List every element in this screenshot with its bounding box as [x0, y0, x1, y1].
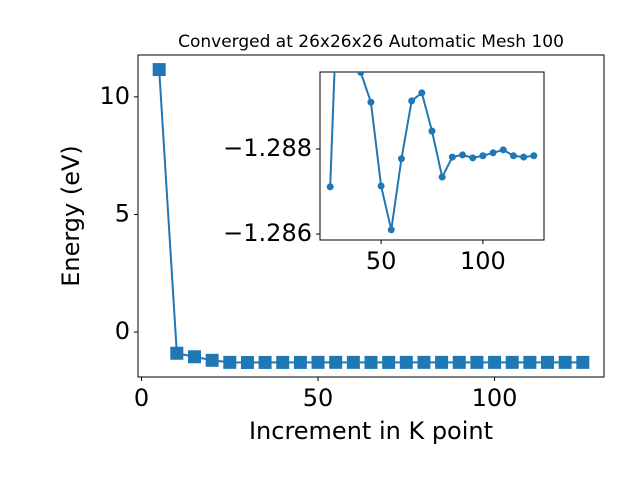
- marker: [523, 355, 537, 369]
- marker: [205, 353, 219, 367]
- marker: [428, 127, 436, 135]
- marker: [489, 149, 497, 157]
- plot-area: [319, 71, 545, 241]
- marker: [530, 152, 538, 160]
- marker: [399, 355, 413, 369]
- marker: [326, 183, 334, 191]
- marker: [448, 153, 456, 161]
- marker: [452, 355, 466, 369]
- marker: [505, 355, 519, 369]
- marker: [499, 146, 507, 154]
- marker: [364, 355, 378, 369]
- series: [152, 63, 590, 369]
- y-tick-label: 10: [99, 82, 130, 110]
- marker: [387, 226, 395, 234]
- marker: [509, 152, 517, 160]
- chart-title: Converged at 26x26x26 Automatic Mesh 100: [178, 32, 564, 52]
- y-axis-label: Energy (eV): [57, 145, 85, 287]
- x-tick-label: 50: [303, 384, 334, 412]
- marker: [576, 355, 590, 369]
- marker: [377, 182, 385, 190]
- marker: [293, 355, 307, 369]
- x-tick-label: 100: [460, 247, 506, 275]
- marker: [367, 98, 375, 106]
- marker: [479, 152, 487, 160]
- marker: [459, 151, 467, 159]
- marker: [311, 355, 325, 369]
- x-tick-label: 50: [366, 247, 397, 275]
- marker: [187, 350, 201, 364]
- marker: [520, 153, 528, 161]
- marker: [152, 63, 166, 77]
- y-tick-label: −1.286: [223, 219, 312, 247]
- marker: [382, 355, 396, 369]
- marker: [170, 346, 184, 360]
- y-tick-label: 0: [115, 317, 130, 345]
- series: [326, 72, 538, 234]
- x-tick-label: 0: [134, 384, 149, 412]
- marker: [541, 355, 555, 369]
- marker: [223, 355, 237, 369]
- marker: [435, 355, 449, 369]
- marker: [346, 355, 360, 369]
- marker: [329, 355, 343, 369]
- marker: [469, 154, 477, 162]
- y-tick-label: 5: [115, 199, 130, 227]
- marker: [397, 155, 405, 163]
- x-tick-label: 100: [472, 384, 518, 412]
- marker: [488, 355, 502, 369]
- marker: [276, 355, 290, 369]
- marker: [470, 355, 484, 369]
- marker: [240, 355, 254, 369]
- marker: [258, 355, 272, 369]
- x-axis-label: Increment in K point: [249, 417, 493, 445]
- y-tick-label: −1.288: [223, 134, 312, 162]
- marker: [418, 89, 426, 97]
- marker: [357, 72, 365, 76]
- marker: [558, 355, 572, 369]
- marker: [438, 173, 446, 181]
- marker: [417, 355, 431, 369]
- marker: [408, 97, 416, 105]
